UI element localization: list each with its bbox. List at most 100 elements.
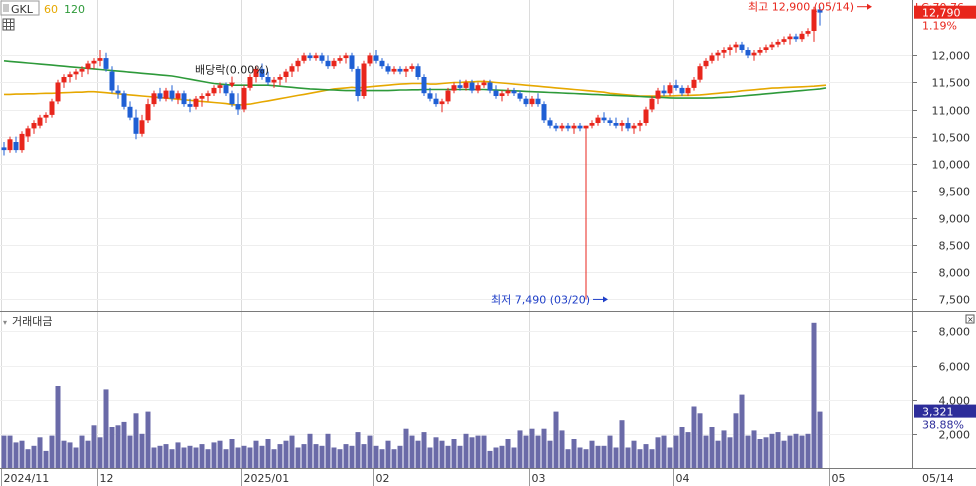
volume-bar <box>595 445 601 468</box>
candlestick <box>559 123 565 132</box>
candle-body <box>319 55 325 61</box>
candle-body <box>103 58 109 69</box>
candle-body <box>757 50 763 53</box>
candle-body <box>301 55 307 61</box>
candlestick <box>397 66 403 75</box>
candlestick <box>55 79 61 105</box>
candle-body <box>181 93 187 105</box>
volume-bar <box>235 447 241 468</box>
candle-body <box>139 120 145 134</box>
candle-body <box>121 93 127 107</box>
volume-bar <box>253 440 259 468</box>
volume-bar <box>391 449 397 468</box>
candlestick <box>601 112 607 123</box>
symbol-box[interactable] <box>0 0 40 16</box>
candlestick <box>133 109 139 140</box>
candlestick <box>739 41 745 53</box>
candle-body <box>451 85 457 91</box>
volume-bar <box>715 440 721 468</box>
volume-bar <box>127 435 133 468</box>
volume-bar <box>349 445 355 468</box>
volume-bar <box>493 447 499 468</box>
candlestick <box>247 74 253 91</box>
candlestick <box>175 90 181 105</box>
volume-bar <box>643 444 649 468</box>
grid-toggle-icon[interactable] <box>2 18 15 31</box>
candlestick <box>145 98 151 123</box>
candlestick <box>97 50 103 67</box>
volume-bar <box>721 430 727 468</box>
volume-bar <box>97 437 103 468</box>
candlestick <box>211 85 217 96</box>
volume-bar <box>67 442 73 468</box>
candlestick <box>619 120 625 132</box>
candle-body <box>97 58 103 61</box>
volume-panel-close-button[interactable] <box>965 314 975 324</box>
candlestick <box>157 87 163 102</box>
volume-bar <box>589 440 595 468</box>
candlestick <box>655 87 661 105</box>
candle-body <box>211 87 217 94</box>
current-price-tag: 12,790 1.19% <box>914 5 976 33</box>
candle-body <box>145 104 151 121</box>
volume-bar <box>469 437 475 468</box>
candlestick <box>187 98 193 113</box>
candle-body <box>37 117 43 126</box>
volume-bar <box>241 445 247 468</box>
moving-averages <box>3 60 827 107</box>
candle-body <box>265 77 271 83</box>
candle-body <box>661 90 667 94</box>
candlestick <box>685 85 691 96</box>
candle-body <box>373 55 379 61</box>
current-volume-tag: 3,321 38.88% <box>914 404 976 432</box>
candle-body <box>199 96 205 99</box>
candle-body <box>625 123 631 129</box>
volume-bar <box>121 421 127 468</box>
candle-body <box>175 93 181 99</box>
candle-body <box>439 101 445 105</box>
candlestick <box>199 93 205 107</box>
volume-bar <box>49 435 55 468</box>
candlestick <box>589 120 595 129</box>
volume-tick-label: 8,000 <box>939 326 971 339</box>
volume-bar <box>307 433 313 468</box>
volume-bar <box>511 447 517 468</box>
candlestick <box>493 85 499 99</box>
candlestick <box>649 96 655 113</box>
candlestick <box>43 112 49 123</box>
volume-bar <box>115 425 121 468</box>
candlestick <box>811 6 817 42</box>
volume-bar <box>403 428 409 468</box>
volume-bar <box>613 447 619 468</box>
candlestick <box>499 90 505 102</box>
volume-bar <box>247 447 253 468</box>
candle-body <box>517 93 523 99</box>
candle-body <box>397 68 403 72</box>
volume-bar <box>193 447 199 468</box>
candlestick <box>775 39 781 48</box>
candle-body <box>307 55 313 59</box>
volume-bar <box>769 433 775 468</box>
volume-tick-label: 6,000 <box>939 361 971 374</box>
candle-body <box>229 93 235 105</box>
volume-bar <box>583 449 589 468</box>
candlestick <box>301 52 307 64</box>
volume-bar <box>805 433 811 468</box>
volume-bar <box>481 435 487 468</box>
candle-body <box>697 66 703 80</box>
volume-bar <box>277 444 283 468</box>
candlestick <box>541 101 547 123</box>
candle-body <box>163 90 169 99</box>
candlestick <box>331 58 337 69</box>
candlestick <box>529 96 535 107</box>
volume-bar <box>133 413 139 468</box>
candlestick <box>139 114 145 137</box>
candle-body <box>67 74 73 77</box>
candle-body <box>49 101 55 115</box>
candle-body <box>619 123 625 126</box>
candle-body <box>691 79 697 88</box>
candlestick <box>25 125 31 142</box>
candlestick <box>805 28 811 37</box>
ma60-label: 60 <box>44 3 58 16</box>
volume-bar <box>397 445 403 468</box>
